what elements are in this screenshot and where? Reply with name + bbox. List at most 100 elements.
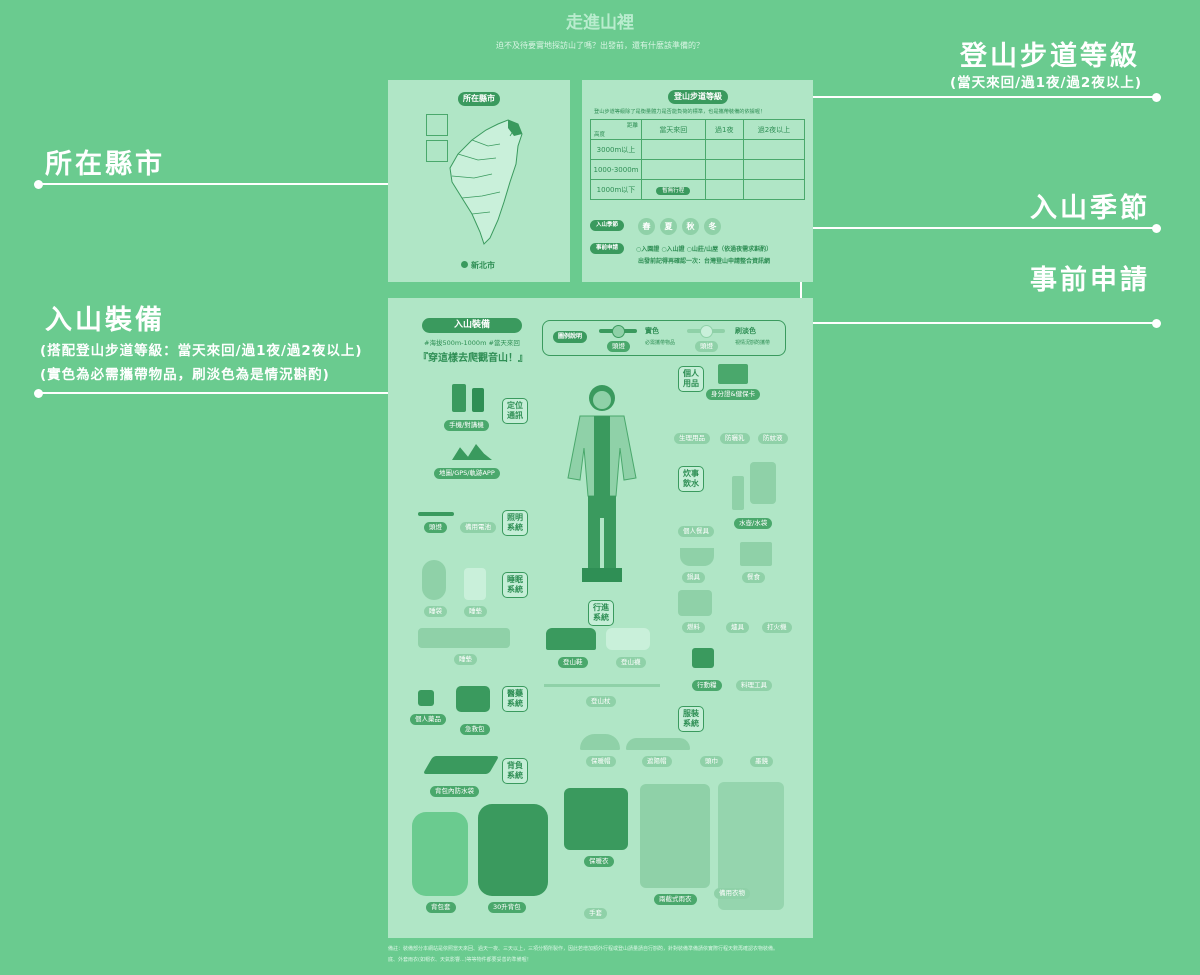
grade-highlight-badge: 暫無行程 [656, 186, 691, 195]
sleeping-mat-icon [418, 628, 510, 648]
legend-box: 圖例說明 頭燈 實色 必需攜帶物品 頭燈 刷淡色 視情況斟酌攜帶 [542, 320, 786, 356]
grade-cell [641, 159, 706, 180]
taiwan-map-icon [449, 119, 523, 245]
legend-item-light: 頭燈 [695, 341, 718, 352]
grade-col-header: 當天來回 [641, 119, 706, 140]
callout-season-title: 入山季節 [1030, 193, 1150, 224]
item-hygiene: 生理用品 [674, 433, 710, 444]
item-liner: 睡墊 [464, 606, 487, 617]
grade-col-header: 過1夜 [704, 119, 744, 140]
county-connector [38, 183, 411, 185]
gear-panel-label: 入山裝備 [422, 318, 522, 333]
county-panel-label: 所在縣市 [458, 92, 500, 106]
season-spring: 春 [638, 218, 655, 235]
item-spare: 備用衣物 [714, 888, 750, 899]
trail-grade-panel: 登山步道等級 登山步道等級除了是衡量體力是否能負荷的標準，也是攜帶裝備的依據喔！… [582, 80, 813, 282]
poles-icon [544, 684, 660, 687]
item-backpack: 30升背包 [488, 902, 526, 913]
item-beanie: 保暖帽 [586, 756, 616, 767]
pot-icon [680, 548, 714, 566]
offshore-island-box-2 [426, 140, 448, 162]
grade-row-header: 1000m以下 [590, 179, 642, 200]
item-battery: 備用電池 [460, 522, 496, 533]
hiker-figure-icon [567, 385, 637, 582]
legend-headlamp-solid-lens [612, 325, 625, 338]
item-sleeping-bag: 睡袋 [424, 606, 447, 617]
grade-cell [742, 179, 806, 200]
item-id-card: 身分證&健保卡 [706, 389, 761, 400]
item-insect: 防蚊液 [758, 433, 788, 444]
gear-headline: 『穿這樣去爬觀音山！』 [418, 353, 528, 364]
permit-connector-v [800, 258, 802, 324]
item-stove: 爐具 [726, 622, 749, 633]
item-tools: 料理工具 [736, 680, 772, 691]
map-icon [452, 444, 492, 460]
fuel-icon [678, 590, 712, 616]
trail-grade-connector [737, 96, 1157, 98]
gear-panel: 入山裝備 #海拔500m-1000m #當天來回 『穿這樣去爬觀音山！』 圖例說… [388, 298, 813, 938]
item-snack: 行動糧 [692, 680, 722, 691]
item-jacket: 保暖衣 [584, 856, 614, 867]
first-aid-icon [456, 686, 490, 712]
rain-suit-icon [640, 784, 710, 888]
footer-note-1: 備註：裝備部分本網站是依照當天來回、過天一夜、三天以上，三項分類所製作，因此若增… [388, 946, 779, 952]
grade-cell [742, 139, 806, 160]
rain-cover-icon [412, 812, 468, 896]
trail-grade-table: 距離 高度 當天來回 過1夜 過2夜以上 3000m以上 1000-3000m … [590, 119, 806, 200]
legend-light-desc: 視情況斟酌攜帶 [735, 340, 771, 346]
item-gaiters: 登山襪 [616, 657, 646, 668]
item-phone: 手機/對講機 [444, 420, 489, 431]
county-name: 新北市 [471, 261, 495, 270]
sun-hat-icon [626, 738, 690, 750]
callout-county-title: 所在縣市 [45, 149, 165, 180]
item-gloves: 手套 [584, 908, 607, 919]
category-personal: 個人用品 [678, 366, 704, 392]
season-autumn: 秋 [682, 218, 699, 235]
legend-light: 刷淡色 [735, 327, 756, 335]
permit-note: 出發前記得再確認一次：台灣登山申請整合資訊網 [638, 258, 771, 265]
footer-note-2: 底、外套雨衣(如帽衣、天氣影響...)等等物件都要妥善的準備喔！ [388, 957, 532, 963]
gear-dot-left [34, 389, 43, 398]
backpack-icon [478, 804, 548, 896]
category-sleep: 睡眠系統 [502, 572, 528, 598]
permit-connector-h [800, 322, 1158, 324]
county-dot-left [34, 180, 43, 189]
grade-panel-label: 登山步道等級 [668, 90, 728, 104]
jacket-icon [564, 788, 628, 850]
grade-col-header: 過2夜以上 [742, 119, 806, 140]
grade-cell [704, 159, 744, 180]
callout-trail-grade-sub: (當天來回/過1夜/過2夜以上) [950, 75, 1142, 91]
item-map: 地圖/GPS/軌跡APP [434, 468, 500, 479]
page-title: 走進山裡 [566, 13, 634, 33]
item-fuel: 燃料 [682, 622, 705, 633]
gear-hashtags: #海拔500m-1000m #當天來回 [424, 339, 520, 347]
radio-icon [472, 388, 484, 412]
item-pot: 鍋具 [682, 572, 705, 583]
item-towel: 頭巾 [700, 756, 723, 767]
page-subtitle: 迫不及待要實地探訪山了嗎？出發前，還有什麼該準備的？ [496, 41, 704, 50]
legend-item-solid: 頭燈 [607, 341, 630, 352]
category-clothing: 服裝系統 [678, 706, 704, 732]
offshore-island-box-1 [426, 114, 448, 136]
category-comms: 定位通訊 [502, 398, 528, 424]
boots-icon [546, 628, 596, 650]
beanie-icon [580, 734, 620, 750]
item-glasses: 墨鏡 [750, 756, 773, 767]
legend-title: 圖例說明 [553, 331, 587, 343]
legend-solid-desc: 必需攜帶物品 [645, 340, 676, 346]
permit-label: 事前申請 [590, 243, 624, 254]
item-sun-hat: 遮陽帽 [642, 756, 672, 767]
callout-trail-grade-title: 登山步道等級 [960, 41, 1140, 72]
item-boots: 登山鞋 [558, 657, 588, 668]
legend-solid: 實色 [645, 327, 659, 335]
gear-connector [38, 392, 411, 394]
county-dot-icon [461, 261, 468, 268]
category-medical: 醫藥系統 [502, 686, 528, 712]
grade-corner-top: 距離 [626, 123, 638, 129]
legend-headlamp-light-lens [700, 325, 713, 338]
grade-cell-selected: 暫無行程 [641, 179, 706, 200]
grade-description: 登山步道等級除了是衡量體力是否能負荷的標準，也是攜帶裝備的依據喔！ [594, 109, 766, 115]
item-rain-suit: 兩截式雨衣 [654, 894, 697, 905]
item-food: 餐食 [742, 572, 765, 583]
callout-gear-sub2: (實色為必需攜帶物品，刷淡色為是情況斟酌) [40, 367, 330, 383]
